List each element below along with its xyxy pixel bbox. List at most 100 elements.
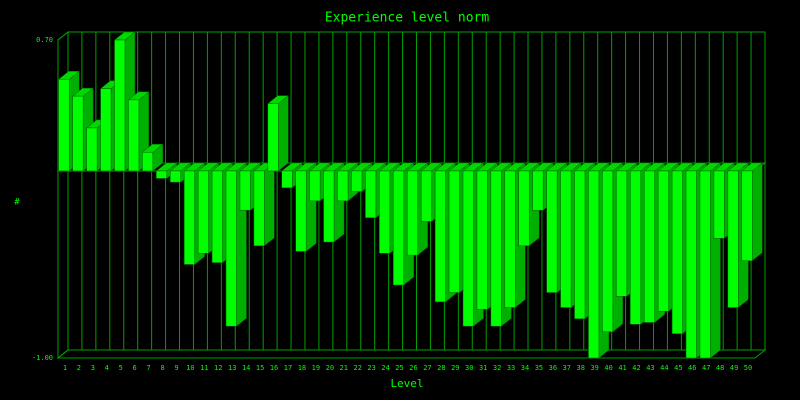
x-tick-label: 50 [744, 364, 752, 372]
y-axis-label: # [14, 198, 20, 208]
x-tick-label: 21 [340, 364, 348, 372]
bar-front [657, 170, 669, 312]
x-tick-label: 2 [77, 364, 81, 372]
bar [253, 162, 276, 247]
bar-front [713, 170, 725, 239]
bar-front [588, 170, 600, 359]
bar-front [379, 170, 391, 254]
x-tick-label: 23 [367, 364, 375, 372]
x-tick-label: 40 [604, 364, 612, 372]
bar-front [323, 170, 335, 243]
bar-front [225, 170, 237, 327]
bar-front [86, 127, 98, 172]
bar-front [630, 170, 641, 325]
x-tick-label: 48 [716, 364, 724, 372]
bar-front [671, 170, 683, 334]
bar-front [197, 170, 209, 254]
bar-front [434, 170, 446, 303]
bar-front [560, 170, 572, 308]
bar-front [183, 170, 195, 265]
bar-front [253, 170, 265, 247]
x-tick-label: 46 [688, 364, 696, 372]
x-tick-label: 4 [105, 364, 109, 372]
x-tick-label: 29 [451, 364, 459, 372]
x-tick-label: 3 [91, 364, 95, 372]
x-tick-label: 24 [381, 364, 389, 372]
bar-front [211, 170, 223, 263]
x-tick-label: 9 [174, 364, 178, 372]
bar-front [699, 170, 711, 359]
bar-front [309, 170, 321, 202]
x-tick-label: 5 [119, 364, 123, 372]
bar [141, 143, 164, 172]
x-tick-label: 7 [147, 364, 151, 372]
bar-front [476, 170, 488, 310]
x-tick-label: 28 [437, 364, 445, 372]
x-tick-label: 34 [521, 364, 529, 372]
x-tick-label: 49 [730, 364, 738, 372]
bar [267, 95, 290, 172]
x-axis-label: Level [390, 377, 423, 390]
bar-front [602, 170, 614, 333]
x-tick-label: 36 [549, 364, 557, 372]
bar-front [448, 170, 460, 293]
bar-front [156, 170, 168, 179]
x-tick-label: 26 [409, 364, 417, 372]
x-tick-label: 1 [63, 364, 67, 372]
bar-front [337, 170, 349, 202]
x-tick-label: 38 [577, 364, 585, 372]
bar-front [100, 88, 112, 172]
bar-front [532, 170, 544, 211]
x-tick-label: 6 [133, 364, 137, 372]
x-tick-label: 37 [563, 364, 571, 372]
bar-side [264, 162, 275, 247]
x-tick-label: 25 [395, 364, 403, 372]
x-tick-label: 13 [228, 364, 236, 372]
bar-side [752, 162, 763, 262]
bar-front [643, 170, 655, 323]
bar-front [727, 170, 739, 308]
bar-front [351, 170, 363, 192]
bar-side [278, 95, 289, 172]
x-tick-label: 41 [618, 364, 626, 372]
bar-front [114, 39, 126, 172]
bar-front [518, 170, 530, 247]
bar-front [406, 170, 418, 256]
x-tick-label: 11 [200, 364, 208, 372]
chart-title: Experience level norm [325, 11, 490, 26]
bar-front [420, 170, 432, 222]
bar-front [170, 170, 181, 183]
x-tick-label: 33 [507, 364, 515, 372]
bar-front [616, 170, 628, 297]
x-tick-label: 19 [312, 364, 320, 372]
bar-front [295, 170, 307, 252]
bar-front [58, 79, 70, 172]
x-tick-label: 44 [660, 364, 668, 372]
bar-front [393, 170, 405, 286]
x-tick-label: 45 [674, 364, 682, 372]
x-tick-label: 16 [270, 364, 278, 372]
x-tick-label: 35 [535, 364, 543, 372]
grid-line [57, 31, 765, 41]
y-tick-label: -1.00 [32, 354, 53, 362]
x-tick-label: 10 [186, 364, 194, 372]
bar-front [72, 95, 84, 172]
bar-front [462, 170, 474, 327]
bar-front [574, 170, 586, 319]
grid-line [57, 349, 765, 359]
x-tick-label: 14 [242, 364, 250, 372]
bar-front [504, 170, 516, 308]
x-tick-label: 20 [326, 364, 334, 372]
x-tick-label: 31 [479, 364, 487, 372]
x-tick-label: 42 [632, 364, 640, 372]
bar-front [741, 170, 753, 261]
bar-front [546, 170, 558, 293]
x-tick-label: 27 [423, 364, 431, 372]
x-tick-label: 39 [590, 364, 598, 372]
bar-front [281, 170, 293, 189]
x-tick-label: 22 [353, 364, 361, 372]
bar-front [142, 151, 154, 172]
bar-front [365, 170, 377, 218]
bar-front [128, 99, 140, 172]
